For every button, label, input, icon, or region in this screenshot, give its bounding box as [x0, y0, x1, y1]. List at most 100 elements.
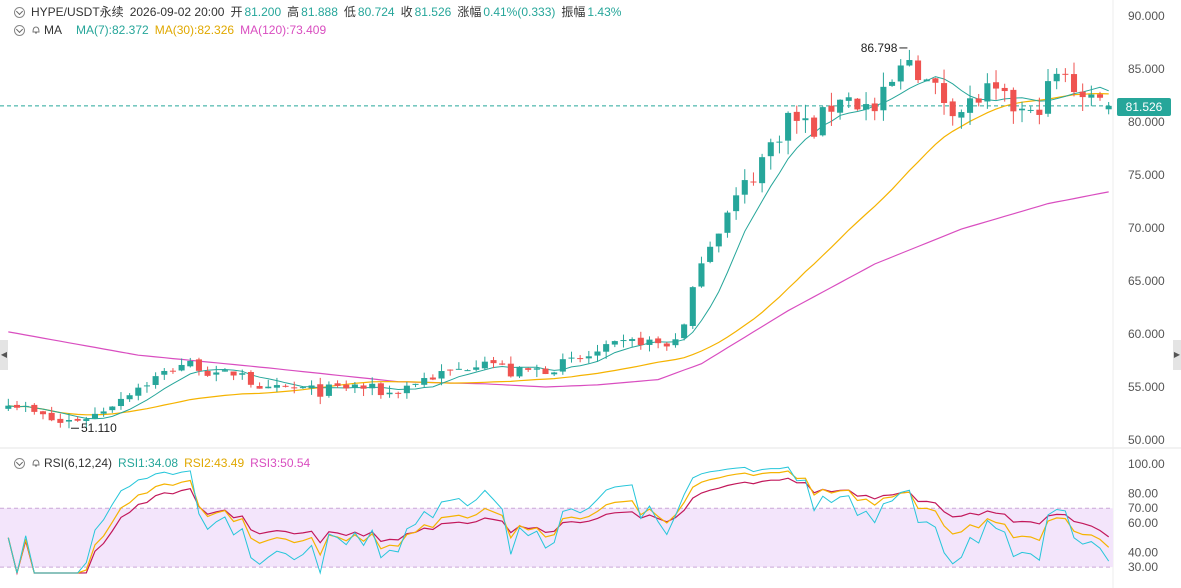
amplitude-label: 振幅	[561, 5, 586, 19]
candle-body	[429, 377, 436, 380]
candle-body	[282, 385, 289, 387]
candle-body	[594, 351, 601, 356]
candle-body	[1105, 105, 1112, 110]
rsi-alert-bell-icon[interactable]	[31, 458, 41, 468]
candle-body	[507, 363, 514, 377]
candle-body	[161, 370, 168, 375]
candle-body	[932, 78, 939, 83]
candle-body	[897, 65, 904, 82]
candle-body	[698, 263, 705, 287]
rsi2-value: RSI2:43.49	[184, 456, 245, 470]
candle-body	[135, 387, 142, 396]
candle-body	[308, 385, 315, 389]
scroll-left-icon[interactable]: ◀	[0, 340, 8, 370]
candle-body	[48, 412, 55, 421]
candle-body	[906, 60, 913, 66]
candle-body	[317, 384, 324, 397]
candle-body	[525, 368, 532, 370]
scroll-right-icon[interactable]: ▶	[1173, 340, 1181, 370]
rsi-toggle-icon[interactable]	[14, 457, 25, 469]
ma30-line	[8, 92, 1109, 416]
candle-body	[499, 363, 506, 365]
high-value: 81.888	[301, 5, 338, 19]
candle-body	[681, 324, 688, 339]
candle-body	[343, 384, 350, 389]
price-tick-label: 50.000	[1128, 433, 1165, 447]
ma120-value: MA(120):73.409	[240, 23, 327, 37]
rsi-tick-label: 70.00	[1128, 501, 1158, 515]
rsi1-value: RSI1:34.08	[118, 456, 179, 470]
candle-body	[369, 383, 376, 389]
price-tick-label: 90.000	[1128, 9, 1165, 23]
candle-body	[542, 368, 549, 375]
candle-body	[1036, 109, 1043, 115]
candle-body	[1001, 87, 1008, 92]
candle-body	[923, 79, 930, 82]
candle-body	[724, 212, 731, 233]
symbol-label[interactable]: HYPE/USDT永续	[31, 5, 124, 19]
candle-body	[837, 99, 844, 113]
candle-body	[143, 385, 150, 387]
ma-toggle-icon[interactable]	[14, 24, 25, 36]
rsi-label[interactable]: RSI(6,12,24)	[44, 456, 113, 470]
amplitude-value: 1.43%	[587, 5, 622, 19]
rsi-tick-label: 100.00	[1128, 457, 1165, 471]
candle-body	[178, 364, 185, 371]
candle-body	[256, 386, 263, 389]
ma-label[interactable]: MA	[44, 23, 62, 37]
candle-body	[1044, 81, 1052, 114]
candle-body	[577, 358, 584, 360]
candle-body	[438, 371, 445, 379]
candle-body	[958, 112, 965, 118]
candle-body	[1070, 74, 1078, 93]
rsi3-value: RSI3:50.54	[250, 456, 311, 470]
candle-body	[39, 411, 47, 415]
candle-body	[377, 383, 384, 396]
rsi1-line	[7, 466, 1110, 575]
candle-body	[1010, 89, 1017, 112]
collapse-toggle-icon[interactable]	[14, 6, 25, 18]
high-label: 高	[287, 5, 300, 19]
candle-body	[785, 112, 792, 141]
price-tick-label: 85.000	[1128, 62, 1165, 76]
candle-body	[126, 395, 133, 400]
candle-body	[603, 344, 610, 352]
candle-body	[585, 356, 592, 359]
candle-body	[464, 370, 471, 372]
candle-body	[1096, 94, 1104, 98]
candle-body	[889, 81, 896, 86]
rsi-band	[0, 508, 1113, 568]
ma120-line	[8, 191, 1109, 388]
change-label: 涨幅	[457, 5, 482, 19]
candle-body	[412, 383, 419, 385]
candle-body	[941, 83, 948, 103]
datetime-label: 2026-09-02 20:00	[129, 5, 225, 19]
candle-body	[221, 370, 228, 372]
candle-body	[13, 404, 21, 408]
candle-body	[741, 180, 748, 195]
price-tick-label: 60.000	[1128, 327, 1165, 341]
alert-bell-icon[interactable]	[31, 25, 41, 35]
change-value: 0.41%(0.333)	[483, 5, 556, 19]
ohlc-header: HYPE/USDT永续 2026-09-02 20:00 开 81.200 高 …	[14, 4, 627, 20]
candle-body	[325, 384, 332, 396]
candle-body	[646, 339, 653, 345]
low-marker-label: 51.110	[81, 421, 117, 435]
price-tick-label: 70.000	[1128, 221, 1165, 235]
price-tick-label: 65.000	[1128, 274, 1165, 288]
low-value: 80.724	[357, 5, 395, 19]
candle-body	[1027, 109, 1034, 111]
candle-body	[265, 386, 272, 389]
candle-body	[57, 418, 64, 423]
rsi-legend: RSI(6,12,24) RSI1:34.08 RSI2:43.49 RSI3:…	[14, 455, 316, 471]
candle-body	[291, 387, 298, 389]
candle-body	[975, 98, 982, 103]
candle-body	[1018, 108, 1026, 111]
rsi-tick-label: 60.00	[1128, 516, 1158, 530]
candle-body	[663, 343, 670, 347]
candle-body	[802, 118, 809, 121]
candle-body	[984, 83, 991, 102]
candle-body	[871, 103, 878, 112]
candle-body	[863, 104, 870, 110]
